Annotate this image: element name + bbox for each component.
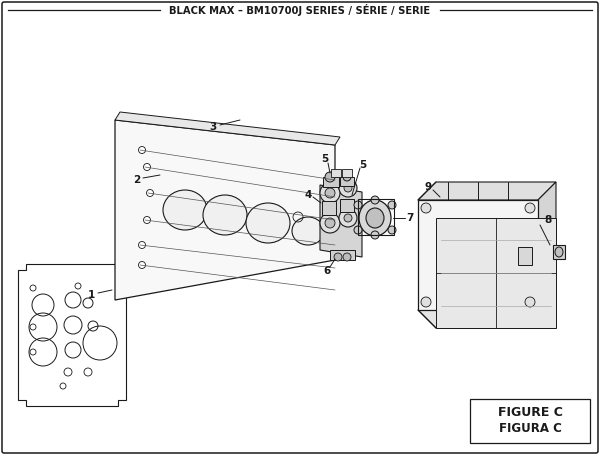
Bar: [470, 399, 590, 443]
Bar: [340, 199, 354, 212]
Ellipse shape: [325, 188, 335, 198]
Bar: [331, 169, 341, 177]
Text: 3: 3: [209, 122, 217, 132]
Ellipse shape: [320, 213, 340, 233]
Ellipse shape: [139, 242, 146, 248]
Text: BLACK MAX – BM10700J SERIES / SÉRIE / SERIE: BLACK MAX – BM10700J SERIES / SÉRIE / SE…: [169, 4, 431, 16]
Ellipse shape: [292, 217, 324, 245]
Ellipse shape: [143, 217, 151, 223]
Polygon shape: [18, 264, 126, 406]
Ellipse shape: [325, 172, 335, 182]
Ellipse shape: [246, 203, 290, 243]
Ellipse shape: [343, 253, 351, 261]
Polygon shape: [115, 112, 340, 145]
Text: 1: 1: [88, 290, 95, 300]
Ellipse shape: [421, 297, 431, 307]
Ellipse shape: [359, 200, 391, 236]
Ellipse shape: [388, 201, 396, 209]
Ellipse shape: [344, 184, 352, 192]
Text: 9: 9: [424, 182, 431, 192]
Ellipse shape: [139, 147, 146, 153]
Bar: [342, 169, 352, 177]
Bar: [518, 247, 532, 265]
Bar: [553, 245, 565, 259]
Ellipse shape: [344, 214, 352, 222]
Bar: [322, 201, 336, 215]
Bar: [330, 250, 355, 260]
Text: 6: 6: [323, 266, 331, 276]
Ellipse shape: [325, 218, 335, 228]
Polygon shape: [418, 310, 556, 328]
Ellipse shape: [334, 253, 342, 261]
Bar: [358, 199, 394, 235]
Text: 5: 5: [322, 154, 329, 164]
Ellipse shape: [555, 247, 563, 257]
Ellipse shape: [421, 203, 431, 213]
Ellipse shape: [388, 226, 396, 234]
Polygon shape: [115, 120, 335, 300]
Bar: [418, 200, 538, 310]
Ellipse shape: [343, 173, 351, 181]
Text: 5: 5: [359, 160, 367, 170]
Text: FIGURA C: FIGURA C: [499, 423, 562, 435]
Ellipse shape: [354, 226, 362, 234]
Ellipse shape: [139, 262, 146, 268]
Polygon shape: [538, 182, 556, 328]
Text: 2: 2: [133, 175, 140, 185]
Ellipse shape: [339, 209, 357, 227]
Ellipse shape: [146, 189, 154, 197]
Ellipse shape: [203, 195, 247, 235]
Ellipse shape: [354, 201, 362, 209]
Ellipse shape: [525, 203, 535, 213]
Bar: [323, 177, 339, 187]
Ellipse shape: [366, 208, 384, 228]
Text: FIGURE C: FIGURE C: [497, 405, 562, 419]
Ellipse shape: [163, 190, 207, 230]
Text: 8: 8: [544, 215, 551, 225]
Ellipse shape: [525, 297, 535, 307]
Ellipse shape: [371, 231, 379, 239]
Bar: [436, 218, 556, 328]
Text: 4: 4: [304, 190, 311, 200]
Bar: [340, 177, 354, 186]
Text: 7: 7: [406, 213, 413, 223]
Polygon shape: [320, 185, 362, 257]
Ellipse shape: [143, 163, 151, 171]
Ellipse shape: [320, 183, 340, 203]
Ellipse shape: [371, 196, 379, 204]
Polygon shape: [418, 182, 556, 200]
Ellipse shape: [339, 179, 357, 197]
